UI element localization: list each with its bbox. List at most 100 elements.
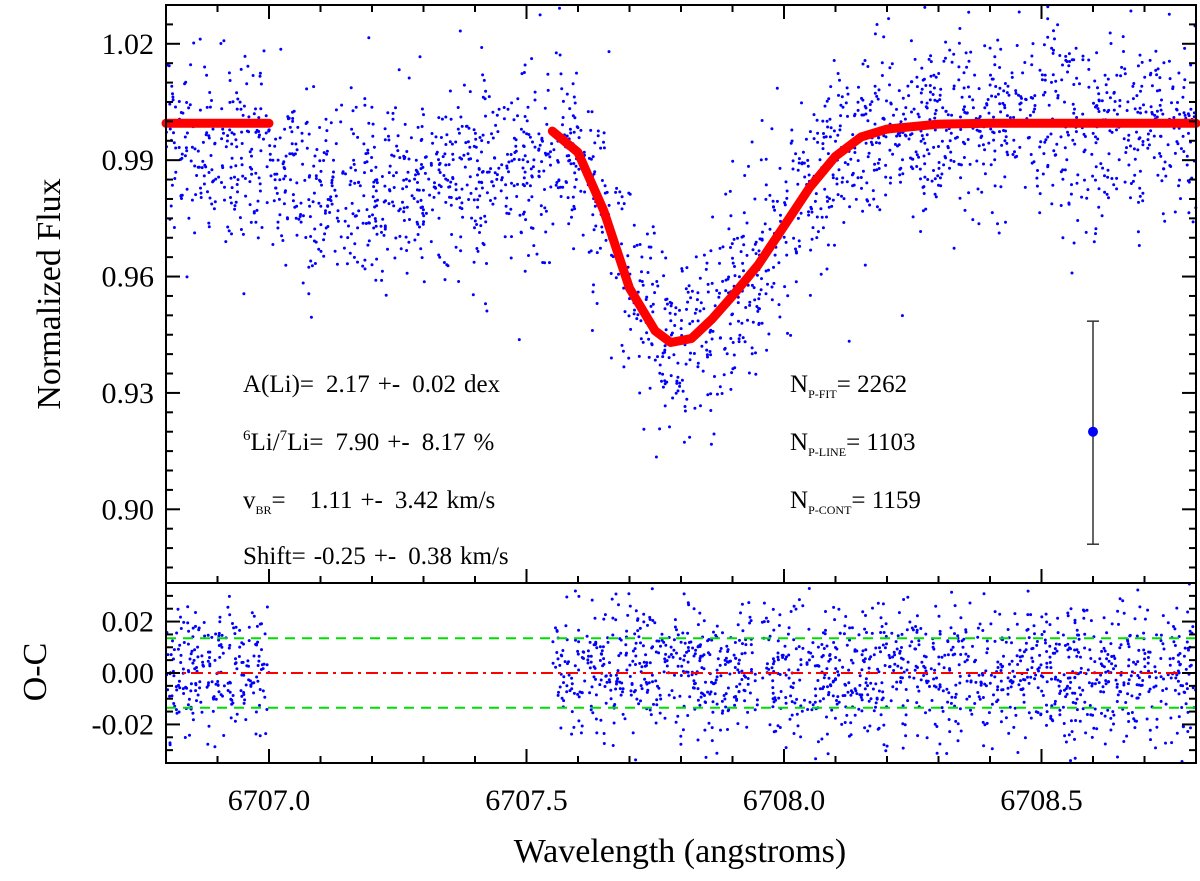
residual-point xyxy=(658,693,662,697)
spectrum-point xyxy=(1003,103,1006,107)
spectrum-point xyxy=(640,255,644,259)
residual-point xyxy=(787,653,791,657)
residual-point xyxy=(554,626,557,630)
spectrum-point xyxy=(447,163,451,167)
spectrum-point xyxy=(600,230,604,234)
spectrum-point xyxy=(1176,142,1180,146)
spectrum-point xyxy=(658,427,662,431)
residual-point xyxy=(583,679,587,683)
spectrum-point xyxy=(993,184,997,188)
spectrum-point xyxy=(909,39,913,43)
residual-point xyxy=(179,615,182,619)
residual-point xyxy=(227,646,231,650)
residual-point xyxy=(784,696,788,699)
spectrum-point xyxy=(948,166,951,170)
residual-point xyxy=(884,622,888,626)
spectrum-point xyxy=(235,183,239,186)
np-fit-label: N xyxy=(790,371,808,398)
spectrum-point xyxy=(272,199,276,203)
spectrum-point xyxy=(291,110,294,114)
spectrum-point xyxy=(324,209,327,213)
residual-point xyxy=(587,654,590,658)
residual-point xyxy=(1020,688,1024,692)
residual-point xyxy=(633,689,637,692)
spectrum-point xyxy=(846,114,849,118)
residual-point xyxy=(974,680,978,684)
spectrum-point xyxy=(398,234,402,238)
spectrum-point xyxy=(747,371,751,375)
residual-point xyxy=(635,697,639,701)
spectrum-point xyxy=(1013,150,1016,154)
residual-point xyxy=(953,632,956,636)
spectrum-point xyxy=(675,381,679,385)
residual-point xyxy=(657,639,661,643)
spectrum-point xyxy=(928,98,932,102)
spectrum-point xyxy=(996,222,999,226)
spectrum-point xyxy=(744,306,748,309)
residual-point xyxy=(748,615,752,619)
spectrum-point xyxy=(1097,92,1101,96)
spectrum-point xyxy=(505,166,509,170)
spectrum-point xyxy=(999,47,1003,51)
residual-point xyxy=(933,722,937,726)
spectrum-point xyxy=(366,151,370,155)
spectrum-point xyxy=(312,85,316,89)
residual-point xyxy=(589,708,593,712)
residual-point xyxy=(740,678,744,681)
spectrum-point xyxy=(990,94,994,98)
residual-point xyxy=(1143,652,1147,655)
spectrum-point xyxy=(244,194,248,198)
ratio-pm: +- xyxy=(387,429,409,456)
spectrum-point xyxy=(339,235,343,239)
spectrum-point xyxy=(319,169,323,173)
residual-point xyxy=(845,643,849,647)
residual-point xyxy=(726,686,730,690)
spectrum-point xyxy=(609,272,613,275)
residual-point xyxy=(256,640,260,644)
spectrum-point xyxy=(710,281,714,285)
residual-point xyxy=(664,652,668,656)
spectrum-point xyxy=(205,73,209,77)
spectrum-point xyxy=(407,157,411,161)
spectrum-point xyxy=(1072,111,1076,115)
spectrum-point xyxy=(274,137,278,141)
spectrum-point xyxy=(676,375,680,379)
residual-point xyxy=(585,634,589,638)
residual-point xyxy=(990,702,994,706)
residual-point xyxy=(1011,669,1015,673)
spectrum-point xyxy=(686,290,690,294)
residual-point xyxy=(1066,676,1070,680)
spectrum-point xyxy=(706,282,710,286)
residual-point xyxy=(849,693,853,697)
residual-point xyxy=(996,660,1000,664)
spectrum-point xyxy=(642,427,646,431)
vbr-sub: BR xyxy=(256,503,272,517)
spectrum-point xyxy=(324,226,328,230)
residual-point xyxy=(1022,650,1026,654)
spectrum-point xyxy=(915,85,919,89)
spectrum-point xyxy=(818,158,822,162)
spectrum-point xyxy=(380,230,383,234)
residual-point xyxy=(1015,622,1019,626)
residual-point xyxy=(825,732,829,736)
residual-point xyxy=(678,657,682,661)
spectrum-point xyxy=(202,182,206,186)
residual-point xyxy=(771,657,775,661)
spectrum-point xyxy=(1074,46,1078,50)
residual-point xyxy=(720,711,724,715)
spectrum-point xyxy=(1002,89,1006,93)
spectrum-point xyxy=(620,195,624,199)
spectrum-point xyxy=(996,92,1000,96)
spectrum-point xyxy=(944,56,947,60)
spectrum-point xyxy=(880,61,884,65)
residual-point xyxy=(1086,668,1090,672)
residual-point xyxy=(1111,710,1115,714)
residual-point xyxy=(614,687,618,691)
spectrum-point xyxy=(352,158,356,162)
residual-point xyxy=(894,640,898,644)
spectrum-point xyxy=(409,136,413,140)
spectrum-point xyxy=(304,122,308,125)
residual-point xyxy=(1127,678,1131,682)
spectrum-point xyxy=(617,272,620,276)
residual-point xyxy=(682,658,686,662)
